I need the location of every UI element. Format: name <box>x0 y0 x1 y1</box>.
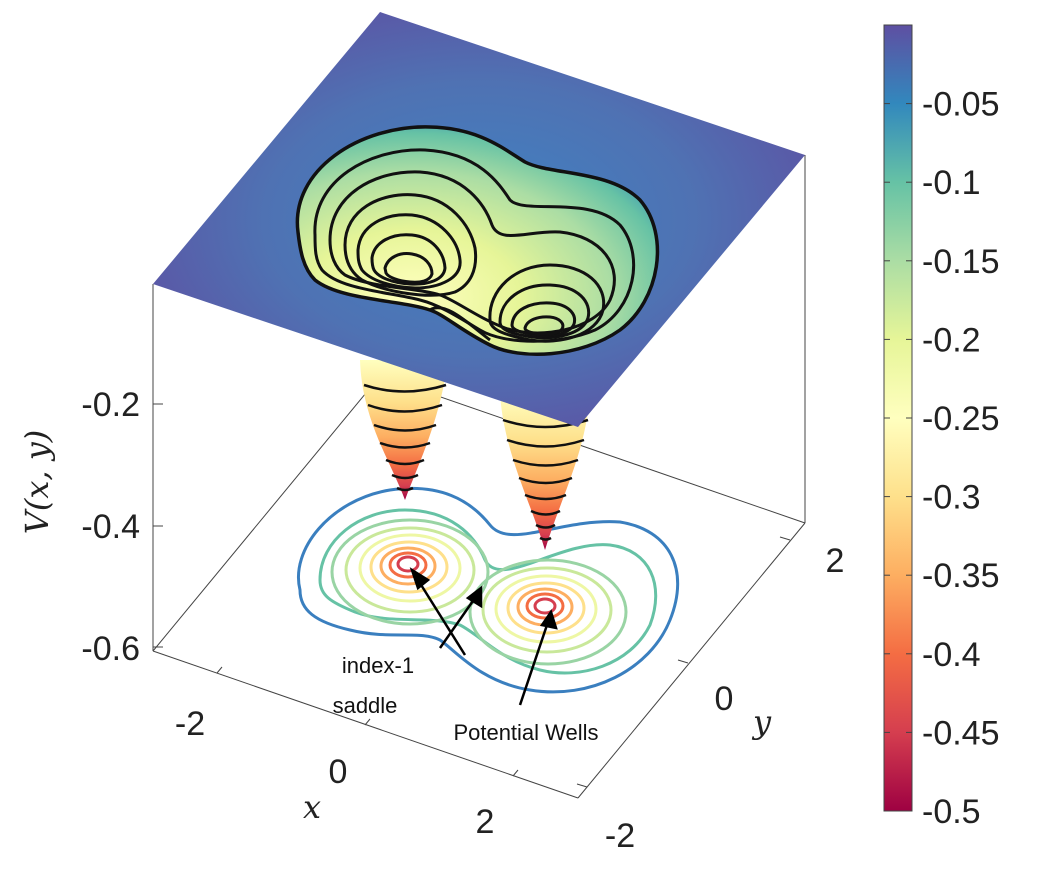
floor-contours <box>297 486 680 694</box>
colorbar-tick-label: -0.25 <box>922 400 1000 438</box>
floor-contour-left <box>358 533 462 603</box>
floor-contour-left <box>344 526 476 614</box>
axis-tick-marks <box>153 403 791 788</box>
y-tick-label: 0 <box>715 680 734 718</box>
colorbar-tick-label: -0.3 <box>922 479 981 517</box>
back-edge-left <box>152 375 381 652</box>
basin-fill <box>295 125 660 356</box>
y-tick-label: -2 <box>605 817 635 855</box>
colorbar-tick-label: -0.1 <box>922 164 981 202</box>
x-tick-label: -2 <box>175 705 205 743</box>
floor-contour-left <box>396 555 420 573</box>
colorbar-tick-label: -0.4 <box>922 636 981 674</box>
z-tick-label: -0.4 <box>81 508 140 546</box>
y-tick-mark <box>779 536 791 541</box>
floor-contour-left <box>330 518 490 626</box>
colorbar-tick-label: -0.45 <box>922 714 1000 752</box>
floor-contour-left <box>369 540 449 594</box>
colorbar: -0.05 -0.1 -0.15 -0.2 -0.25 -0.3 -0.35 -0.4 -0.4… <box>883 24 1000 831</box>
colorbar-ticks: -0.05 -0.1 -0.15 -0.2 -0.25 -0.3 -0.35 -0.4 -0.4… <box>884 86 1000 831</box>
z-tick-label: -0.2 <box>81 386 140 424</box>
y-axis-line <box>577 522 806 799</box>
z-axis-label: V(x, y) <box>18 430 56 535</box>
floor-contour-saddle <box>318 508 658 675</box>
x-tick-mark <box>216 666 223 674</box>
x-axis-label: x <box>303 788 321 826</box>
y-tick-mark <box>677 659 689 664</box>
colorbar-tick-label: -0.5 <box>922 793 981 831</box>
z-tick-label: -0.6 <box>81 630 140 668</box>
colorbar-tick-label: -0.35 <box>922 557 1000 595</box>
x-tick-label: 2 <box>476 803 495 841</box>
floor-contour-right <box>533 597 557 615</box>
arrowhead <box>539 609 558 630</box>
arrowhead <box>465 585 483 609</box>
y-axis-label: y <box>751 703 772 741</box>
floor-contour-right <box>494 574 598 644</box>
floor-contour-right <box>506 581 586 635</box>
floor-contour-right <box>468 558 628 666</box>
back-edge-right <box>379 375 806 524</box>
annotation-wells: Potential Wells <box>453 720 598 745</box>
annotation-arrows <box>409 567 558 706</box>
x-tick-label: 0 <box>329 753 348 791</box>
surface-plateau <box>153 12 805 427</box>
arrow-to-right-well <box>518 621 550 706</box>
colorbar-tick-label: -0.05 <box>922 86 1000 124</box>
x-tick-mark <box>512 769 519 777</box>
axes-box <box>152 155 806 799</box>
x-tick-mark <box>364 718 371 726</box>
floor-contour-right <box>481 566 613 654</box>
arrow-to-left-well <box>416 579 467 656</box>
arrowhead <box>409 567 431 591</box>
y-tick-mark <box>576 783 588 788</box>
funnel-right <box>500 395 590 550</box>
plateau-contours <box>313 148 636 343</box>
floor-contour-right <box>525 592 565 620</box>
floor-contour-left <box>388 551 428 579</box>
y-tick-label: 2 <box>826 542 845 580</box>
arrow-to-saddle <box>438 597 477 649</box>
colorbar-tick-label: -0.2 <box>922 321 981 359</box>
annotation-saddle-line2: saddle <box>333 693 398 718</box>
floor-contour-left <box>379 546 437 586</box>
floor-contour-outer <box>297 486 680 694</box>
funnel-left <box>360 360 448 500</box>
annotation-saddle-line1: index-1 <box>342 653 414 678</box>
colorbar-tick-label: -0.15 <box>922 243 1000 281</box>
